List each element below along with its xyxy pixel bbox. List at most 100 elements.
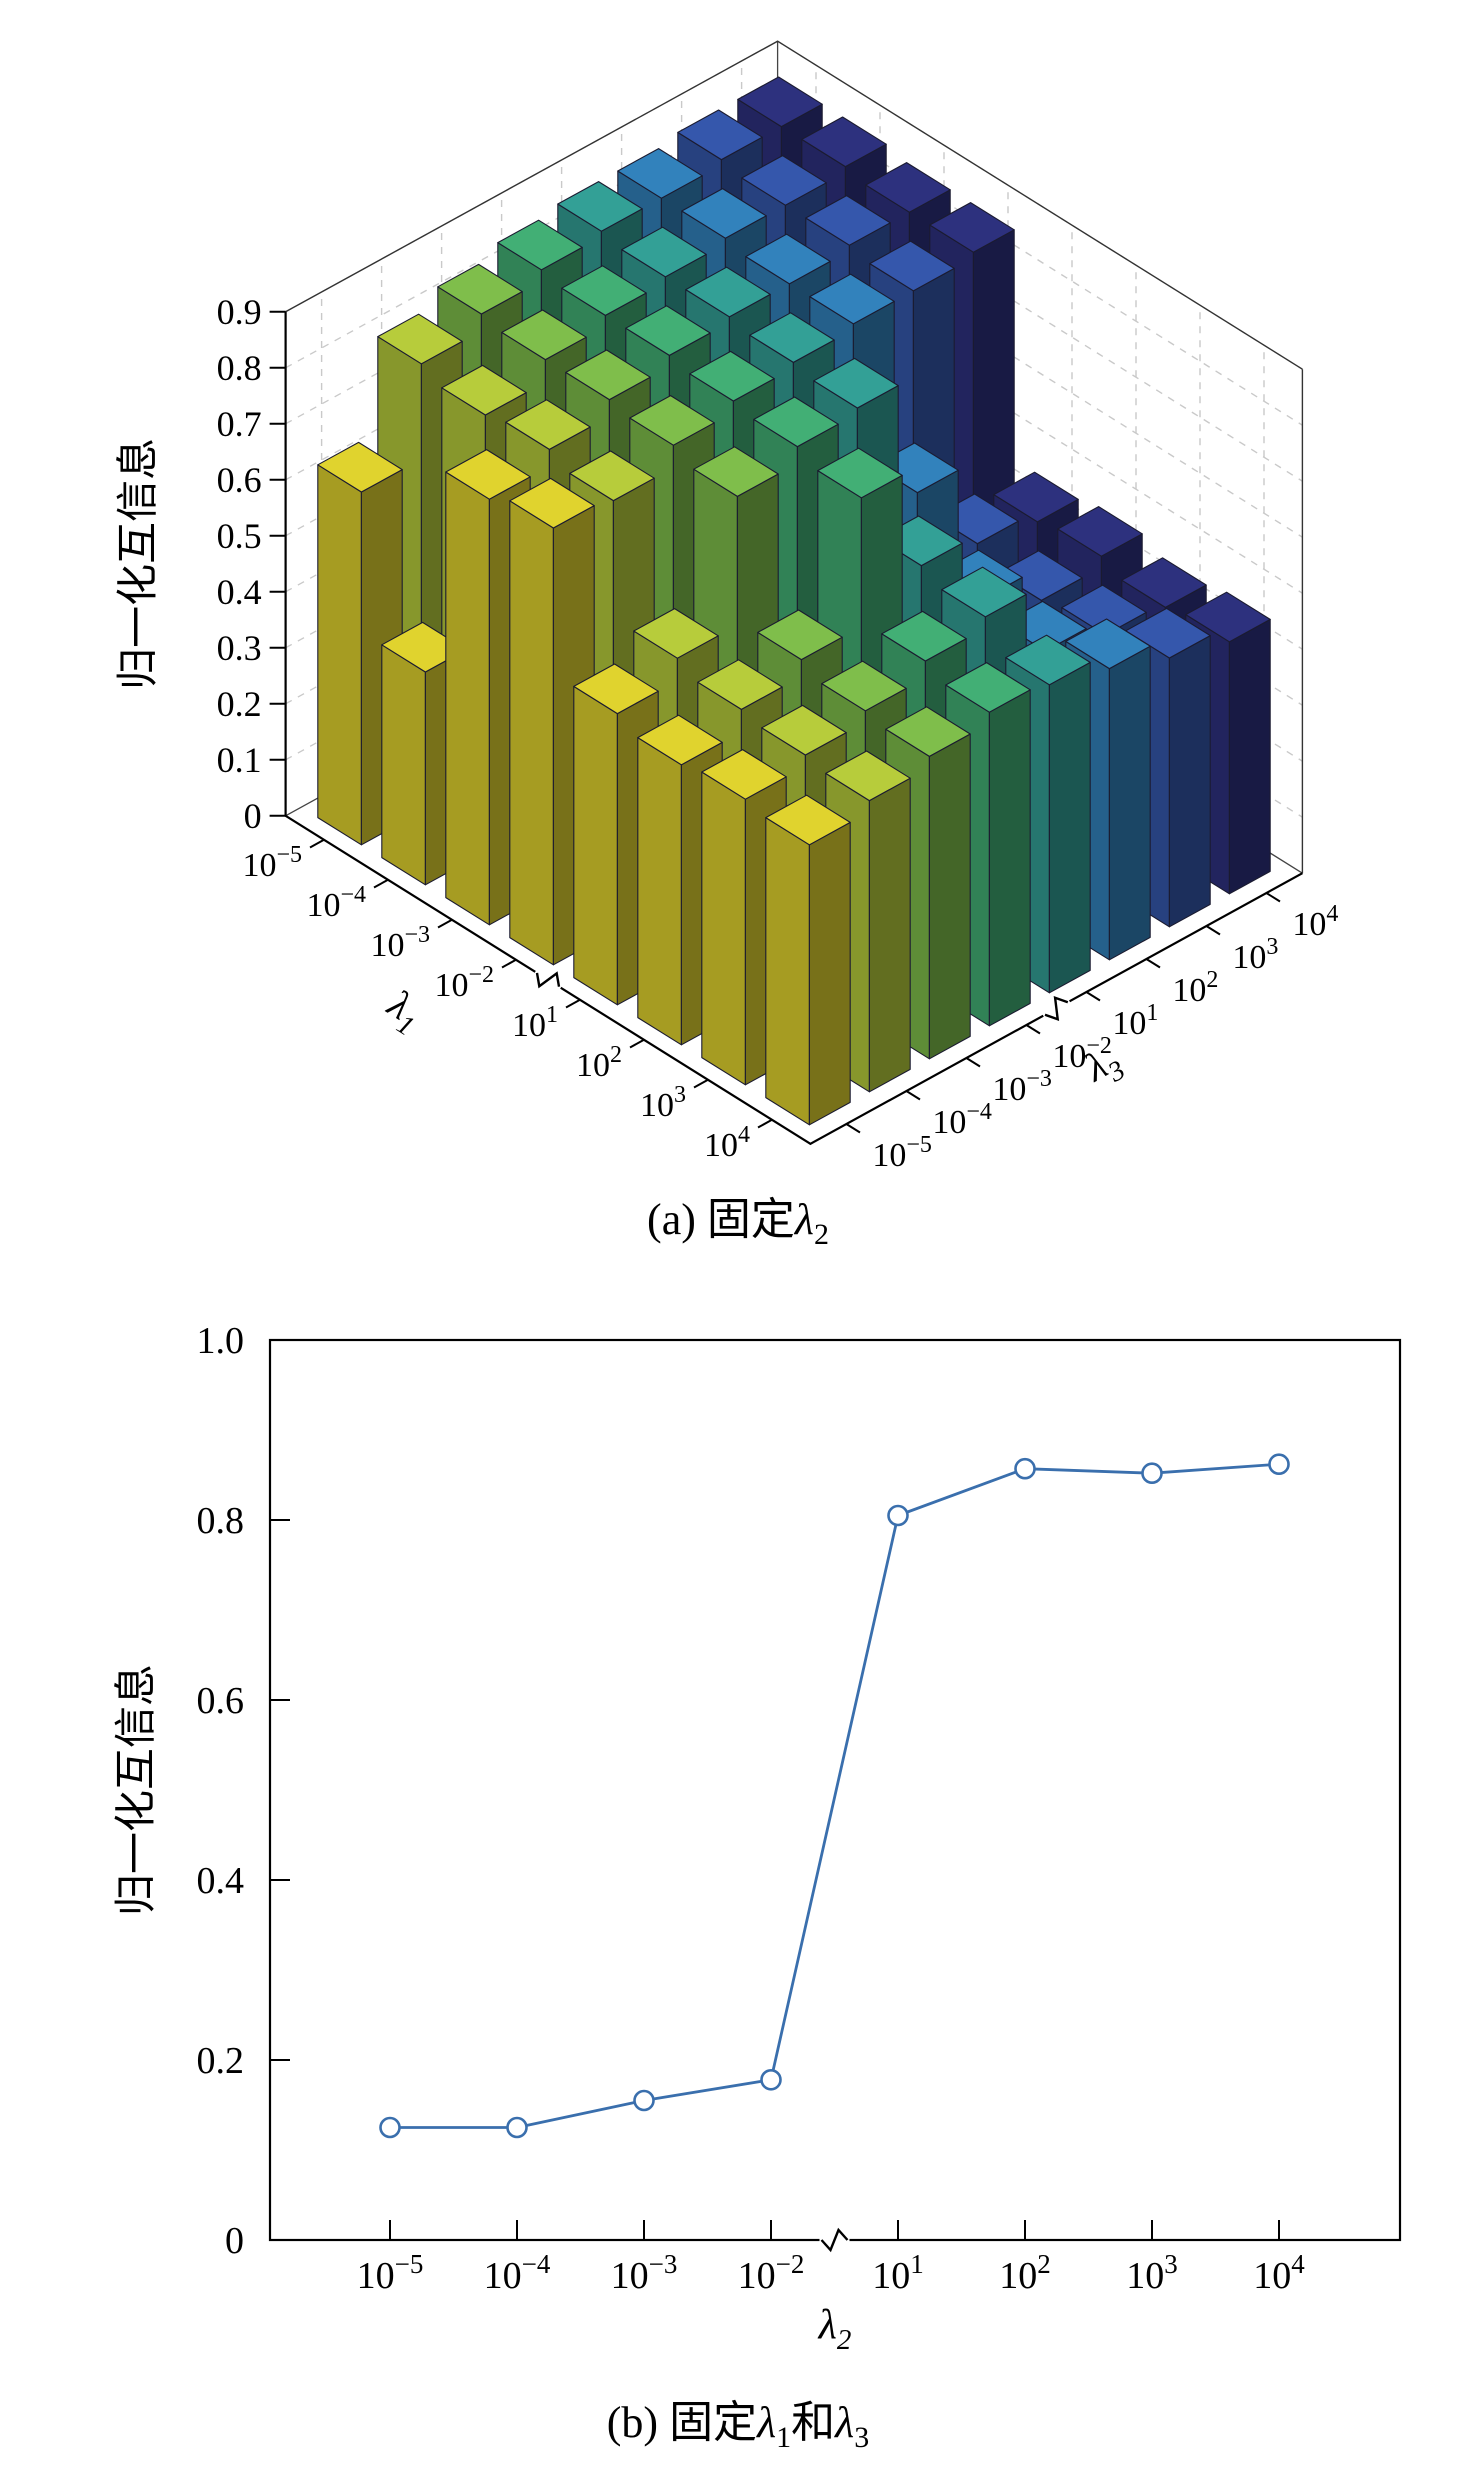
x-axis-label: λ1 <box>376 980 432 1042</box>
y-tick-label: 0.2 <box>197 2040 245 2082</box>
bar-face-top <box>561 265 647 316</box>
bar-face-top <box>945 662 1031 713</box>
y-tick-label: 102 <box>1172 967 1218 1009</box>
z-axis-label: 归一化互信息 <box>115 438 162 690</box>
bar-face-front <box>381 644 426 886</box>
y-tick-label: 10−4 <box>932 1099 992 1141</box>
bar-face-front <box>317 464 362 846</box>
bar-face-top <box>801 116 887 168</box>
bar-face-top <box>821 660 907 712</box>
bar-face-top <box>437 263 523 315</box>
bar-face-top <box>805 195 891 246</box>
data-point <box>1268 1453 1290 1475</box>
x-tick-label: 104 <box>704 1122 750 1164</box>
z-tick-label: 0.1 <box>217 740 262 780</box>
bar-face-top <box>813 357 899 409</box>
y-tick <box>1145 958 1161 969</box>
bar-face-top <box>1125 607 1211 659</box>
x-tick-label: 10−3 <box>370 922 430 964</box>
bar-face-front <box>637 737 682 1046</box>
caption-a-lambda: λ <box>794 1195 814 1244</box>
caption-b-s2: 3 <box>854 2420 870 2454</box>
bar-face-top <box>557 181 643 232</box>
bar-face-top <box>745 233 831 285</box>
y-axis-label: 归一化互信息 <box>113 1664 160 1916</box>
z-tick-label: 0.5 <box>217 516 262 556</box>
bar-face-top <box>685 266 771 318</box>
bar-face-side <box>1228 618 1271 895</box>
bar-face-side <box>1048 661 1091 994</box>
data-point <box>1014 1457 1036 1480</box>
y-tick-label: 0.6 <box>197 1680 245 1722</box>
bar-face-front <box>573 685 618 1006</box>
x-tick <box>309 838 325 849</box>
bar-face-top <box>565 349 651 401</box>
bar-face-top <box>1185 591 1271 643</box>
bar-face-top <box>997 550 1083 601</box>
bar-face-top <box>1121 557 1207 608</box>
bar-face-front <box>765 817 810 1126</box>
x-tick <box>757 1118 773 1129</box>
x-tick-label: 10−5 <box>357 2249 424 2297</box>
bar-face-top <box>741 155 827 206</box>
y-tick <box>1265 892 1281 903</box>
bar-face-top <box>617 148 703 199</box>
caption-a: (a) 固定λ2 <box>0 1180 1476 1260</box>
bar-face-top <box>681 188 767 239</box>
data-point <box>379 2116 401 2139</box>
bar-face-top <box>1005 634 1091 686</box>
bar-face-top <box>749 312 835 363</box>
bar3d-chart: 00.10.20.30.40.50.60.70.80.910−510−410−3… <box>0 0 1476 1180</box>
y-tick-label: 0 <box>225 2220 244 2262</box>
bar-face-top <box>505 399 591 450</box>
bar-face-top <box>445 449 531 500</box>
bar-face-top <box>885 706 971 757</box>
wall-top-edge <box>285 40 1303 370</box>
bar-face-side <box>868 777 911 1093</box>
bar-face-top <box>501 309 587 361</box>
axis-break-mark <box>1044 996 1069 1021</box>
bar-face-top <box>317 441 403 493</box>
bar-face-top <box>809 273 895 325</box>
bar-face-top <box>993 471 1079 523</box>
z-tick-label: 0.4 <box>217 572 262 612</box>
y-tick-label: 0.8 <box>197 1500 245 1542</box>
y-tick-label: 101 <box>1112 1000 1158 1042</box>
axis-break-mark <box>820 2227 849 2253</box>
x-tick <box>437 918 453 929</box>
x-tick-label: 10−3 <box>611 2249 678 2297</box>
bar-face-side <box>808 821 851 1126</box>
bar-face-top <box>757 609 843 661</box>
z-tick-label: 0.8 <box>217 348 262 388</box>
y-tick <box>845 1123 861 1134</box>
caption-b: (b) 固定λ1和λ3 <box>0 2375 1476 2471</box>
z-tick-label: 0.6 <box>217 460 262 500</box>
bar-face-top <box>377 313 463 365</box>
x-tick-label: 102 <box>999 2249 1051 2297</box>
z-tick-label: 0.9 <box>217 292 262 332</box>
x-axis-label: λ2 <box>817 2302 852 2356</box>
bar-face-top <box>1065 618 1151 670</box>
caption-b-p1: (b) 固定 <box>606 2398 758 2447</box>
bar-face-top <box>825 750 911 802</box>
data-point <box>506 2116 528 2139</box>
data-point <box>760 2068 782 2091</box>
bar-face-top <box>1061 584 1147 636</box>
bar-face-top <box>737 76 823 128</box>
y-tick-label: 104 <box>1292 901 1338 943</box>
series-line <box>390 1462 1280 2129</box>
bar-face-side <box>928 733 971 1060</box>
x-tick-label: 101 <box>872 2249 924 2297</box>
bar-face-front <box>509 500 554 966</box>
y-tick-label: 1.0 <box>197 1320 245 1362</box>
bar-face-top <box>621 226 707 278</box>
y-tick <box>1085 991 1101 1002</box>
caption-b-l1: λ <box>757 2398 777 2447</box>
bar-face-top <box>509 477 595 529</box>
x-tick <box>693 1078 709 1089</box>
y-tick <box>965 1057 981 1068</box>
bar-face-front <box>701 771 746 1086</box>
axis-break-mark <box>535 971 561 989</box>
caption-a-sub: 2 <box>813 1217 829 1251</box>
